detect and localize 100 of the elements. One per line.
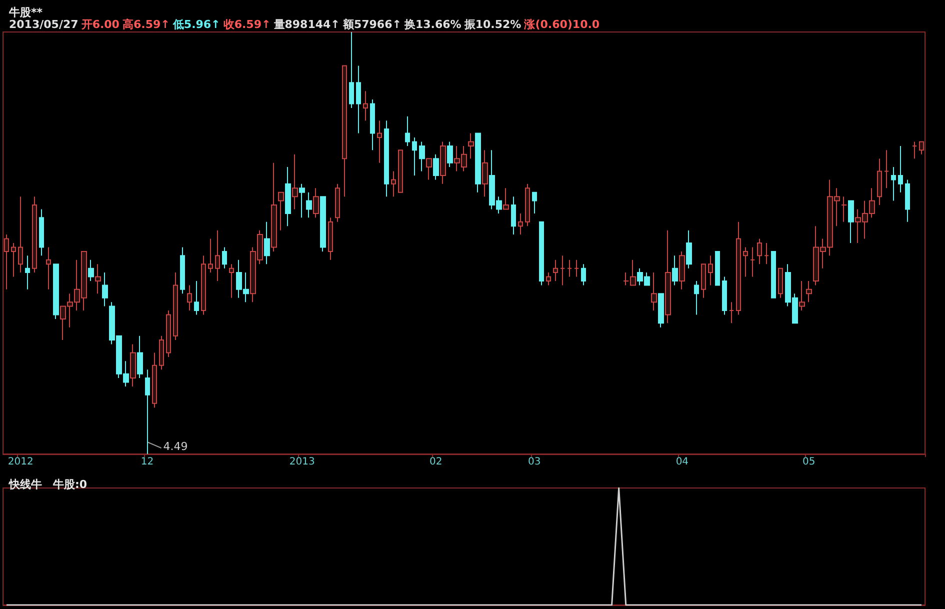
x-tick-label: 04 bbox=[676, 456, 689, 468]
candlestick bbox=[546, 272, 551, 286]
candlestick bbox=[356, 65, 361, 134]
candlestick bbox=[539, 221, 544, 286]
text: 2013/05/27 bbox=[9, 18, 78, 31]
candlestick bbox=[215, 230, 220, 282]
candlestick bbox=[482, 150, 488, 198]
candlestick bbox=[137, 335, 143, 379]
candlestick bbox=[335, 183, 340, 222]
text: 额57966↑ bbox=[342, 18, 402, 31]
candlestick bbox=[159, 335, 164, 370]
text: 开6.00 bbox=[80, 18, 120, 31]
candlestick bbox=[778, 268, 783, 298]
candlestick bbox=[820, 238, 826, 269]
candlestick bbox=[18, 196, 23, 274]
candlestick bbox=[672, 255, 678, 286]
candlestick bbox=[187, 284, 192, 312]
candlestick bbox=[102, 272, 108, 307]
candlestick bbox=[264, 221, 270, 265]
candlestick bbox=[25, 255, 30, 290]
candlestick bbox=[419, 141, 425, 172]
candlestick bbox=[715, 250, 720, 286]
candlestick bbox=[701, 264, 706, 298]
candlestick bbox=[581, 264, 586, 286]
candlestick bbox=[363, 90, 368, 122]
candlestick bbox=[757, 238, 762, 265]
candlestick bbox=[771, 250, 776, 298]
x-tick-label: 02 bbox=[429, 456, 442, 468]
candlestick bbox=[884, 150, 889, 189]
text: 涨(0.60)10.0 bbox=[523, 18, 600, 31]
candlestick bbox=[623, 272, 629, 286]
candlestick bbox=[658, 293, 664, 328]
candlestick bbox=[306, 192, 312, 218]
candlestick bbox=[405, 116, 410, 146]
candlestick bbox=[320, 196, 326, 252]
candlestick bbox=[370, 99, 375, 151]
candlestick bbox=[743, 246, 748, 278]
candlestick bbox=[180, 246, 185, 294]
candlestick bbox=[511, 196, 516, 236]
text: 低5.96↑ bbox=[172, 18, 220, 31]
candlestick bbox=[440, 141, 446, 184]
candlestick bbox=[433, 154, 439, 180]
candlestick bbox=[834, 188, 840, 227]
candlestick bbox=[503, 188, 509, 210]
candlestick bbox=[377, 120, 382, 164]
candlestick bbox=[95, 264, 101, 294]
candlestick bbox=[152, 352, 157, 408]
candlestick bbox=[250, 246, 256, 303]
candlestick bbox=[426, 158, 432, 180]
candlestick bbox=[560, 255, 565, 286]
candlestick bbox=[651, 272, 657, 312]
text: 高6.59↑ bbox=[122, 18, 170, 31]
candlestick bbox=[813, 226, 819, 286]
candlestick bbox=[257, 230, 263, 265]
candlestick bbox=[686, 230, 692, 269]
candlestick bbox=[412, 137, 417, 176]
candlestick bbox=[201, 255, 206, 316]
candlestick bbox=[708, 255, 713, 286]
candlestick bbox=[841, 196, 847, 222]
candlestick bbox=[299, 183, 305, 218]
candlestick bbox=[74, 259, 80, 312]
candlestick bbox=[525, 183, 530, 227]
candlestick bbox=[736, 221, 741, 316]
candlestick bbox=[877, 158, 882, 206]
text: 量898144↑ bbox=[272, 18, 340, 31]
chart-title: 快线牛 bbox=[8, 478, 42, 491]
candlestick bbox=[271, 162, 277, 252]
candlestick bbox=[11, 242, 16, 278]
candlestick bbox=[848, 200, 854, 244]
candlestick bbox=[532, 192, 537, 214]
candlestick bbox=[391, 170, 396, 198]
x-tick-label: 05 bbox=[802, 456, 816, 468]
candlestick bbox=[4, 234, 9, 290]
candlestick bbox=[81, 250, 87, 312]
candlestick bbox=[518, 212, 523, 236]
candlestick bbox=[475, 132, 481, 193]
candlestick bbox=[39, 208, 44, 256]
candlestick bbox=[729, 302, 734, 324]
candlestick bbox=[574, 259, 579, 278]
candlestick bbox=[342, 65, 347, 198]
candlestick bbox=[799, 280, 805, 312]
candlestick bbox=[630, 259, 636, 286]
candlestick bbox=[349, 32, 354, 108]
candlestick bbox=[88, 259, 94, 282]
x-tick-label: 2012 bbox=[8, 456, 34, 468]
candlestick bbox=[292, 154, 298, 210]
candlestick bbox=[764, 242, 769, 265]
candlestick bbox=[53, 264, 59, 320]
candlestick bbox=[912, 141, 917, 160]
candlestick bbox=[46, 246, 51, 290]
candlestick bbox=[806, 280, 812, 303]
candlestick bbox=[869, 188, 875, 218]
text: 换13.66% bbox=[403, 18, 462, 31]
candlestick bbox=[398, 150, 403, 193]
candlestick bbox=[919, 141, 924, 155]
text: 收6.59↑ bbox=[223, 18, 271, 31]
annotation: 4.49 bbox=[163, 440, 188, 453]
candlestick bbox=[32, 196, 37, 274]
candlestick bbox=[461, 145, 467, 172]
candlestick bbox=[285, 166, 291, 227]
